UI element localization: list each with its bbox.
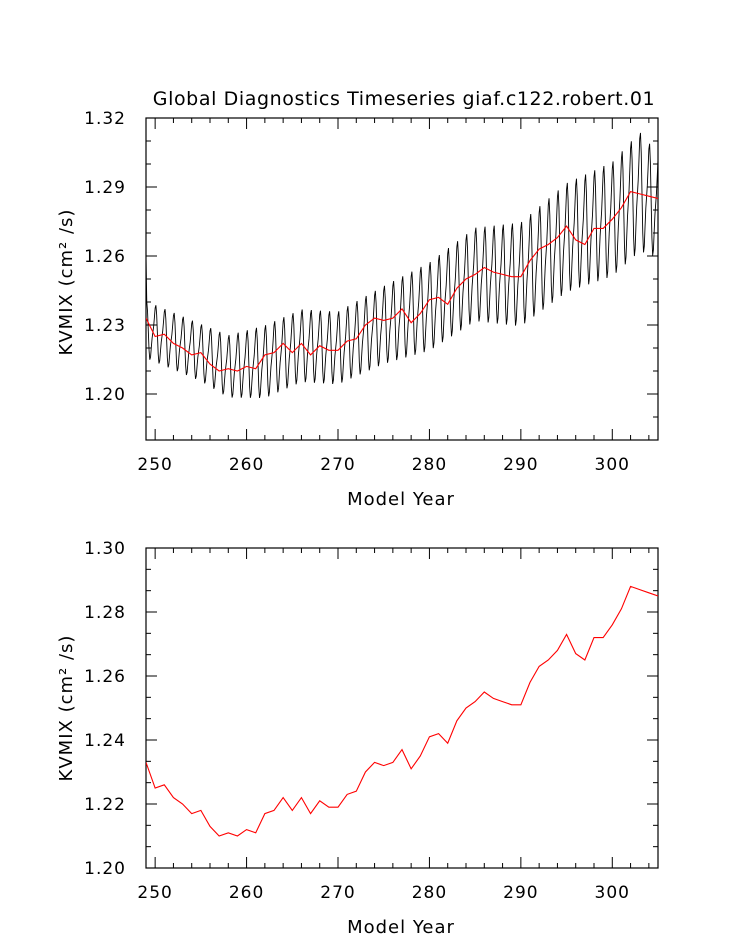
bottom-x-axis-label: Model Year bbox=[347, 917, 455, 938]
bottom-x-tick-label-260: 260 bbox=[229, 883, 264, 903]
top-y-tick-label-1.26: 1.26 bbox=[84, 247, 126, 267]
top-y-tick-label-1.23: 1.23 bbox=[84, 316, 126, 336]
top-series-monthly bbox=[146, 132, 658, 399]
bottom-y-tick-label-1.24: 1.24 bbox=[84, 731, 126, 751]
bottom-x-tick-label-280: 280 bbox=[412, 883, 447, 903]
bottom-panel: 250 260 270 280 290 300 1.20 1.22 1.24 1.26 1.28 1.… bbox=[84, 539, 659, 903]
top-x-tick-label-270: 270 bbox=[320, 455, 355, 475]
bottom-y-tick-label-1.30: 1.30 bbox=[84, 539, 126, 559]
bottom-x-tick-label-290: 290 bbox=[503, 883, 538, 903]
top-y-axis-label: KVMIX (cm² /s) bbox=[56, 209, 77, 356]
top-y-tick-label-1.32: 1.32 bbox=[84, 109, 126, 129]
bottom-x-tick-label-300: 300 bbox=[595, 883, 630, 903]
bottom-x-tick-label-250: 250 bbox=[137, 883, 172, 903]
bottom-y-tick-label-1.22: 1.22 bbox=[84, 795, 126, 815]
top-y-tick-label-1.29: 1.29 bbox=[84, 178, 126, 198]
top-x-tick-label-280: 280 bbox=[412, 455, 447, 475]
bottom-y-tick-label-1.20: 1.20 bbox=[84, 859, 126, 879]
top-x-tick-label-260: 260 bbox=[229, 455, 264, 475]
bottom-x-tick-label-270: 270 bbox=[320, 883, 355, 903]
bottom-plot-frame bbox=[145, 547, 659, 869]
top-x-tick-label-250: 250 bbox=[137, 455, 172, 475]
bottom-y-axis-label: KVMIX (cm² /s) bbox=[56, 635, 77, 782]
bottom-y-tick-label-1.26: 1.26 bbox=[84, 667, 126, 687]
top-y-tick-label-1.20: 1.20 bbox=[84, 385, 126, 405]
bottom-y-tick-label-1.28: 1.28 bbox=[84, 603, 126, 623]
top-panel: 250 260 270 280 290 300 1.20 1.23 1.26 1.29 1.32 bbox=[84, 109, 659, 475]
top-x-tick-label-300: 300 bbox=[595, 455, 630, 475]
bottom-series-annual-mean bbox=[146, 585, 658, 837]
chart-title: Global Diagnostics Timeseries giaf.c122.… bbox=[153, 88, 655, 110]
top-x-tick-label-290: 290 bbox=[503, 455, 538, 475]
top-series-annual-mean bbox=[146, 190, 658, 372]
top-x-axis-label: Model Year bbox=[347, 489, 455, 510]
